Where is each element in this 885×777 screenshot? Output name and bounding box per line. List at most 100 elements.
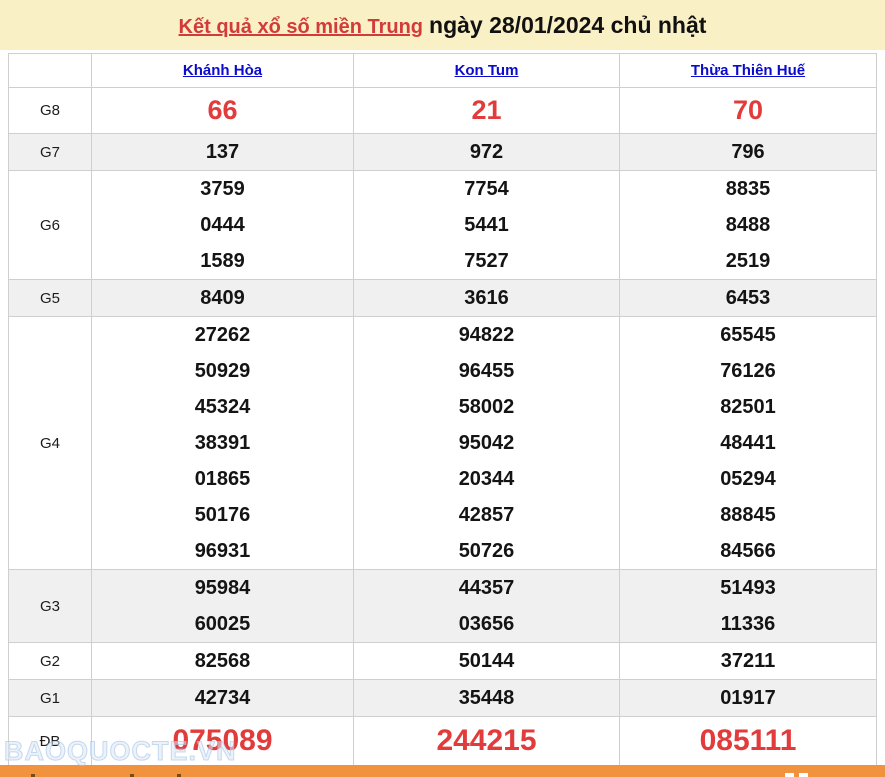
region-title-link[interactable]: Kết quả xổ số miền Trung	[178, 15, 424, 38]
result-cell: 66	[91, 87, 354, 134]
result-number: 1589	[200, 250, 245, 272]
result-number: 27262	[194, 324, 251, 346]
result-number: 7754	[464, 178, 509, 200]
result-number: 972	[469, 141, 504, 163]
result-cell: 44357 03656	[353, 569, 620, 643]
result-cell: 7754 5441 7527	[353, 170, 620, 280]
result-number: 50176	[194, 504, 251, 526]
prize-label: G5	[8, 279, 92, 317]
result-cell: 50144	[353, 642, 620, 680]
result-number: 66	[207, 95, 238, 125]
result-number: 8488	[725, 214, 771, 236]
result-number: 05294	[720, 468, 776, 490]
result-cell: 51493 11336	[619, 569, 877, 643]
prize-row-G5: G5 8409 3616 6453	[8, 279, 877, 317]
result-cell: 65545 76126 82501 48441 05294 88845 84566	[619, 316, 877, 570]
result-cell: 244215	[353, 716, 620, 766]
result-number: 796	[731, 141, 765, 163]
cutoff-text-fragment	[799, 773, 808, 777]
prize-row-G1: G1 42734 35448 01917	[8, 679, 877, 717]
result-number: 20344	[458, 468, 515, 490]
result-cell: 8835 8488 2519	[619, 170, 877, 280]
result-cell: 82568	[91, 642, 354, 680]
result-cell: 27262 50929 45324 38391 01865 50176 96931	[91, 316, 354, 570]
result-number: 50929	[194, 360, 251, 382]
result-number: 01917	[720, 687, 776, 709]
prize-row-G2: G2 82568 50144 37211	[8, 642, 877, 680]
column-header-row: Khánh Hòa Kon Tum Thừa Thiên Huế	[8, 53, 877, 88]
province-link[interactable]: Kon Tum	[454, 61, 519, 79]
prize-row-G4: G4 27262 50929 45324 38391 01865 50176 96931 948…	[8, 316, 877, 570]
cutoff-text-fragment	[177, 774, 181, 777]
result-number: 88845	[720, 504, 776, 526]
result-number: 82568	[194, 650, 251, 672]
result-cell: 95984 60025	[91, 569, 354, 643]
result-number: 48441	[720, 432, 776, 454]
result-cell: 01917	[619, 679, 877, 717]
page-title: Kết quả xổ số miền Trung ngày 28/01/2024 …	[179, 12, 707, 39]
title-banner: Kết quả xổ số miền Trung ngày 28/01/2024 …	[0, 0, 885, 50]
result-number: 11336	[720, 613, 776, 635]
lottery-results-table: Khánh Hòa Kon Tum Thừa Thiên Huế G8 66 21 70 G…	[8, 53, 877, 766]
result-number: 95984	[194, 577, 251, 599]
prize-label: G4	[8, 316, 92, 570]
result-cell: 3759 0444 1589	[91, 170, 354, 280]
result-number: 8835	[725, 178, 771, 200]
prize-row-ĐB: ĐB 075089 244215 085111	[8, 716, 877, 766]
result-number: 137	[205, 141, 240, 163]
result-number: 50726	[458, 540, 515, 562]
column-header-3: Thừa Thiên Huế	[619, 53, 877, 88]
result-number: 82501	[720, 396, 776, 418]
corner-cell	[8, 53, 92, 88]
result-number: 03656	[458, 613, 515, 635]
result-number: 60025	[194, 613, 251, 635]
result-cell: 8409	[91, 279, 354, 317]
result-number: 37211	[720, 650, 776, 672]
result-number: 0444	[200, 214, 245, 236]
result-number: 65545	[720, 324, 776, 346]
result-number: 96931	[194, 540, 251, 562]
result-number: 6453	[725, 287, 771, 309]
prize-row-G3: G3 95984 60025 44357 03656 51493 11336	[8, 569, 877, 643]
result-number: 42857	[458, 504, 515, 526]
result-cell: 42734	[91, 679, 354, 717]
result-number: 8409	[200, 287, 245, 309]
cutoff-text-fragment	[785, 773, 794, 777]
prize-row-G6: G6 3759 0444 1589 7754 5441 7527 8835 8488 2519	[8, 170, 877, 280]
result-number: 44357	[458, 577, 515, 599]
prize-row-G7: G7 137 972 796	[8, 133, 877, 171]
result-number: 58002	[458, 396, 515, 418]
result-number: 50144	[458, 650, 515, 672]
result-cell: 796	[619, 133, 877, 171]
result-number: 96455	[458, 360, 515, 382]
result-number: 76126	[720, 360, 776, 382]
prize-label: G8	[8, 87, 92, 134]
draw-date-text: ngày 28/01/2024 chủ nhật	[429, 11, 707, 38]
result-number: 84566	[720, 540, 776, 562]
province-link[interactable]: Thừa Thiên Huế	[690, 61, 806, 79]
cutoff-text-fragment	[130, 774, 134, 777]
footer-orange-bar	[0, 765, 885, 777]
result-number: 7527	[464, 250, 509, 272]
result-number: 244215	[436, 724, 537, 757]
result-number: 35448	[458, 687, 515, 709]
result-number: 2519	[725, 250, 771, 272]
results-table-wrapper: Khánh Hòa Kon Tum Thừa Thiên Huế G8 66 21 70 G…	[8, 53, 877, 766]
result-number: 3616	[464, 287, 509, 309]
cutoff-text-fragment	[31, 774, 35, 777]
result-number: 95042	[458, 432, 515, 454]
result-number: 075089	[172, 724, 273, 757]
result-cell: 70	[619, 87, 877, 134]
result-number: 085111	[699, 724, 797, 757]
prize-label: G6	[8, 170, 92, 280]
result-cell: 21	[353, 87, 620, 134]
result-cell: 085111	[619, 716, 877, 766]
column-header-1: Khánh Hòa	[91, 53, 354, 88]
result-number: 51493	[720, 577, 776, 599]
province-link[interactable]: Khánh Hòa	[182, 61, 263, 79]
prize-row-G8: G8 66 21 70	[8, 87, 877, 134]
result-number: 3759	[200, 178, 245, 200]
result-number: 38391	[194, 432, 251, 454]
result-cell: 35448	[353, 679, 620, 717]
result-number: 5441	[464, 214, 509, 236]
